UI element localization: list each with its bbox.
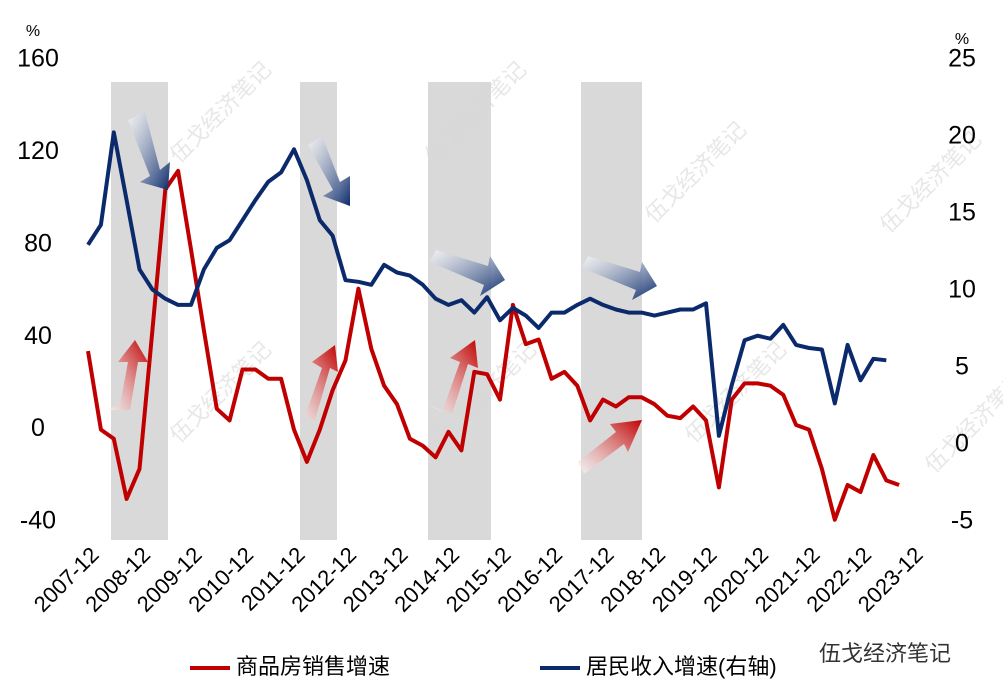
legend-label: 居民收入增速(右轴) xyxy=(586,654,777,679)
legend: 商品房销售增速 居民收入增速(右轴) xyxy=(190,654,777,679)
y-tick-label: 120 xyxy=(17,137,59,165)
arrow xyxy=(105,340,148,410)
arrow xyxy=(582,256,657,300)
y-tick-label: -40 xyxy=(20,507,56,535)
y2-tick-label: -5 xyxy=(951,507,973,535)
arrow xyxy=(308,136,350,206)
watermark: 伍戈经济笔记 xyxy=(165,57,276,168)
logo: 伍戈经济笔记 xyxy=(819,641,951,666)
arrows xyxy=(105,112,657,474)
watermark: 伍戈经济笔记 xyxy=(640,117,751,228)
y-axis-unit: % xyxy=(26,23,40,40)
legend-label: 商品房销售增速 xyxy=(236,654,390,679)
watermark: 伍戈经济笔记 xyxy=(920,367,1003,478)
series-line xyxy=(86,130,887,438)
arrow xyxy=(430,250,505,296)
y2-tick-label: 25 xyxy=(948,45,976,73)
arrow xyxy=(128,112,170,190)
shade-band xyxy=(428,82,491,540)
watermark: 伍戈经济笔记 xyxy=(165,337,276,448)
series-line xyxy=(86,168,900,522)
y-tick-label: 80 xyxy=(24,229,52,257)
y2-axis-unit: % xyxy=(955,31,969,48)
arrow xyxy=(292,345,338,420)
y-tick-label: 40 xyxy=(24,322,52,350)
arrow xyxy=(578,420,642,474)
y2-tick-label: 20 xyxy=(948,122,976,150)
y2-tick-label: 0 xyxy=(955,430,969,458)
arrow xyxy=(428,340,478,414)
y2-tick-label: 10 xyxy=(948,276,976,304)
y2-tick-label: 15 xyxy=(948,199,976,227)
y-tick-label: 0 xyxy=(31,414,45,442)
y-tick-label: 160 xyxy=(17,45,59,73)
y2-tick-label: 5 xyxy=(955,353,969,381)
